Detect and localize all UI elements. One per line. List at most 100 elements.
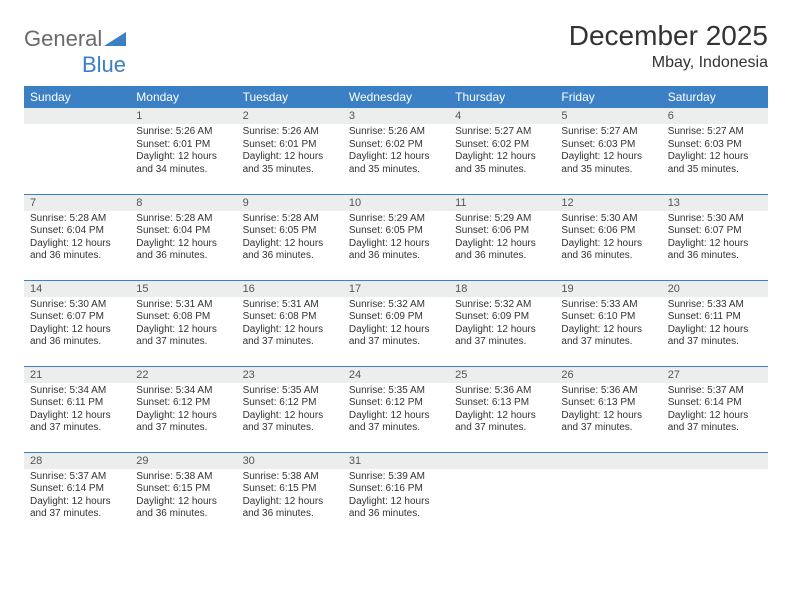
day-details: Sunrise: 5:26 AMSunset: 6:01 PMDaylight:… — [237, 124, 343, 180]
calendar-cell: 13Sunrise: 5:30 AMSunset: 6:07 PMDayligh… — [662, 194, 768, 280]
day-number: 6 — [662, 108, 768, 124]
calendar-cell: 18Sunrise: 5:32 AMSunset: 6:09 PMDayligh… — [449, 280, 555, 366]
logo-word-general: General — [24, 26, 102, 51]
day-details: Sunrise: 5:30 AMSunset: 6:07 PMDaylight:… — [662, 211, 768, 267]
day-number: 13 — [662, 195, 768, 211]
calendar-cell: 21Sunrise: 5:34 AMSunset: 6:11 PMDayligh… — [24, 366, 130, 452]
day-number: 30 — [237, 453, 343, 469]
day-details: Sunrise: 5:27 AMSunset: 6:02 PMDaylight:… — [449, 124, 555, 180]
day-number: 17 — [343, 281, 449, 297]
day-number: 8 — [130, 195, 236, 211]
calendar-cell: 8Sunrise: 5:28 AMSunset: 6:04 PMDaylight… — [130, 194, 236, 280]
day-details: Sunrise: 5:27 AMSunset: 6:03 PMDaylight:… — [662, 124, 768, 180]
day-details: Sunrise: 5:36 AMSunset: 6:13 PMDaylight:… — [449, 383, 555, 439]
day-details: Sunrise: 5:34 AMSunset: 6:11 PMDaylight:… — [24, 383, 130, 439]
calendar-cell: 12Sunrise: 5:30 AMSunset: 6:06 PMDayligh… — [555, 194, 661, 280]
calendar-cell: 30Sunrise: 5:38 AMSunset: 6:15 PMDayligh… — [237, 452, 343, 538]
day-details: Sunrise: 5:37 AMSunset: 6:14 PMDaylight:… — [662, 383, 768, 439]
day-number: 7 — [24, 195, 130, 211]
day-details: Sunrise: 5:33 AMSunset: 6:11 PMDaylight:… — [662, 297, 768, 353]
calendar-cell: 29Sunrise: 5:38 AMSunset: 6:15 PMDayligh… — [130, 452, 236, 538]
weekday-header: Monday — [130, 86, 236, 108]
day-details: Sunrise: 5:32 AMSunset: 6:09 PMDaylight:… — [449, 297, 555, 353]
day-details: Sunrise: 5:32 AMSunset: 6:09 PMDaylight:… — [343, 297, 449, 353]
day-number: 20 — [662, 281, 768, 297]
calendar-cell: 1Sunrise: 5:26 AMSunset: 6:01 PMDaylight… — [130, 108, 236, 194]
day-number-empty — [662, 453, 768, 469]
day-number: 14 — [24, 281, 130, 297]
day-number: 26 — [555, 367, 661, 383]
calendar-cell: 25Sunrise: 5:36 AMSunset: 6:13 PMDayligh… — [449, 366, 555, 452]
day-details: Sunrise: 5:27 AMSunset: 6:03 PMDaylight:… — [555, 124, 661, 180]
day-number: 25 — [449, 367, 555, 383]
weekday-header: Sunday — [24, 86, 130, 108]
calendar-cell: 7Sunrise: 5:28 AMSunset: 6:04 PMDaylight… — [24, 194, 130, 280]
calendar-cell: 4Sunrise: 5:27 AMSunset: 6:02 PMDaylight… — [449, 108, 555, 194]
weekday-header: Friday — [555, 86, 661, 108]
day-details: Sunrise: 5:29 AMSunset: 6:06 PMDaylight:… — [449, 211, 555, 267]
day-number: 21 — [24, 367, 130, 383]
day-number-empty — [24, 108, 130, 124]
day-details: Sunrise: 5:37 AMSunset: 6:14 PMDaylight:… — [24, 469, 130, 525]
calendar-cell: 26Sunrise: 5:36 AMSunset: 6:13 PMDayligh… — [555, 366, 661, 452]
header: General Blue December 2025 Mbay, Indones… — [24, 20, 768, 78]
day-details: Sunrise: 5:30 AMSunset: 6:06 PMDaylight:… — [555, 211, 661, 267]
day-details: Sunrise: 5:30 AMSunset: 6:07 PMDaylight:… — [24, 297, 130, 353]
calendar-table: SundayMondayTuesdayWednesdayThursdayFrid… — [24, 86, 768, 538]
page-title: December 2025 — [569, 20, 768, 52]
day-details: Sunrise: 5:26 AMSunset: 6:01 PMDaylight:… — [130, 124, 236, 180]
day-details: Sunrise: 5:31 AMSunset: 6:08 PMDaylight:… — [237, 297, 343, 353]
calendar-cell: 9Sunrise: 5:28 AMSunset: 6:05 PMDaylight… — [237, 194, 343, 280]
day-number: 2 — [237, 108, 343, 124]
calendar-cell — [555, 452, 661, 538]
day-number: 5 — [555, 108, 661, 124]
calendar-cell: 28Sunrise: 5:37 AMSunset: 6:14 PMDayligh… — [24, 452, 130, 538]
day-number: 29 — [130, 453, 236, 469]
day-details: Sunrise: 5:29 AMSunset: 6:05 PMDaylight:… — [343, 211, 449, 267]
day-number: 27 — [662, 367, 768, 383]
calendar-cell: 15Sunrise: 5:31 AMSunset: 6:08 PMDayligh… — [130, 280, 236, 366]
logo: General Blue — [24, 20, 126, 78]
day-number: 22 — [130, 367, 236, 383]
day-details: Sunrise: 5:38 AMSunset: 6:15 PMDaylight:… — [237, 469, 343, 525]
day-number: 1 — [130, 108, 236, 124]
day-number: 19 — [555, 281, 661, 297]
calendar-row: 14Sunrise: 5:30 AMSunset: 6:07 PMDayligh… — [24, 280, 768, 366]
calendar-cell: 27Sunrise: 5:37 AMSunset: 6:14 PMDayligh… — [662, 366, 768, 452]
day-details: Sunrise: 5:35 AMSunset: 6:12 PMDaylight:… — [343, 383, 449, 439]
day-details: Sunrise: 5:31 AMSunset: 6:08 PMDaylight:… — [130, 297, 236, 353]
calendar-body: 1Sunrise: 5:26 AMSunset: 6:01 PMDaylight… — [24, 108, 768, 538]
day-details: Sunrise: 5:26 AMSunset: 6:02 PMDaylight:… — [343, 124, 449, 180]
weekday-header: Wednesday — [343, 86, 449, 108]
day-details: Sunrise: 5:28 AMSunset: 6:04 PMDaylight:… — [24, 211, 130, 267]
calendar-cell: 10Sunrise: 5:29 AMSunset: 6:05 PMDayligh… — [343, 194, 449, 280]
calendar-cell: 5Sunrise: 5:27 AMSunset: 6:03 PMDaylight… — [555, 108, 661, 194]
day-number: 18 — [449, 281, 555, 297]
day-number: 15 — [130, 281, 236, 297]
title-block: December 2025 Mbay, Indonesia — [569, 20, 768, 72]
day-number: 16 — [237, 281, 343, 297]
calendar-cell: 31Sunrise: 5:39 AMSunset: 6:16 PMDayligh… — [343, 452, 449, 538]
day-number: 11 — [449, 195, 555, 211]
day-number-empty — [449, 453, 555, 469]
weekday-header-row: SundayMondayTuesdayWednesdayThursdayFrid… — [24, 86, 768, 108]
calendar-row: 1Sunrise: 5:26 AMSunset: 6:01 PMDaylight… — [24, 108, 768, 194]
day-number: 10 — [343, 195, 449, 211]
day-number: 24 — [343, 367, 449, 383]
triangle-icon — [104, 26, 126, 52]
logo-text: General Blue — [24, 26, 126, 78]
calendar-cell: 2Sunrise: 5:26 AMSunset: 6:01 PMDaylight… — [237, 108, 343, 194]
calendar-cell: 16Sunrise: 5:31 AMSunset: 6:08 PMDayligh… — [237, 280, 343, 366]
day-details: Sunrise: 5:39 AMSunset: 6:16 PMDaylight:… — [343, 469, 449, 525]
day-number: 23 — [237, 367, 343, 383]
calendar-cell: 23Sunrise: 5:35 AMSunset: 6:12 PMDayligh… — [237, 366, 343, 452]
calendar-cell: 6Sunrise: 5:27 AMSunset: 6:03 PMDaylight… — [662, 108, 768, 194]
day-number: 31 — [343, 453, 449, 469]
day-details: Sunrise: 5:34 AMSunset: 6:12 PMDaylight:… — [130, 383, 236, 439]
location-label: Mbay, Indonesia — [569, 54, 768, 72]
day-details: Sunrise: 5:33 AMSunset: 6:10 PMDaylight:… — [555, 297, 661, 353]
calendar-cell: 11Sunrise: 5:29 AMSunset: 6:06 PMDayligh… — [449, 194, 555, 280]
calendar-row: 28Sunrise: 5:37 AMSunset: 6:14 PMDayligh… — [24, 452, 768, 538]
calendar-cell: 17Sunrise: 5:32 AMSunset: 6:09 PMDayligh… — [343, 280, 449, 366]
calendar-cell — [662, 452, 768, 538]
